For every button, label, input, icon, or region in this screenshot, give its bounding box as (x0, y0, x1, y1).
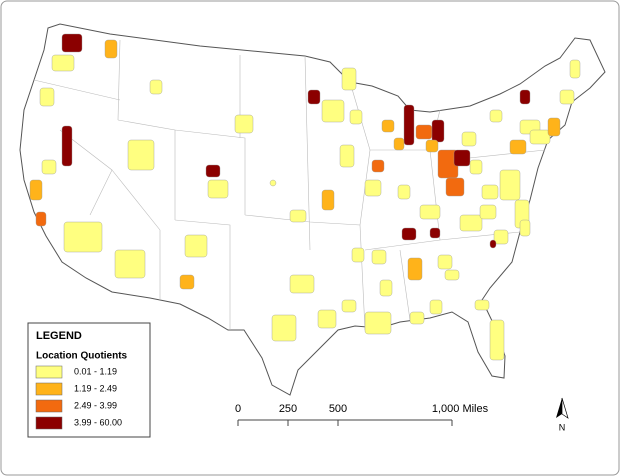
legend-swatch (35, 365, 63, 379)
scale-label: 250 (279, 403, 297, 415)
region (179, 274, 195, 290)
region (474, 299, 490, 311)
region (321, 189, 335, 211)
region (341, 299, 357, 313)
region (341, 67, 357, 91)
region (489, 319, 505, 361)
region (349, 109, 363, 125)
legend-label: 1.19 - 2.49 (74, 383, 117, 393)
region-layer (29, 33, 581, 361)
region (104, 39, 118, 59)
north-arrow: N (556, 397, 569, 432)
region (409, 311, 425, 325)
scale-bar: 0 250 500 1,000 Miles (235, 403, 489, 426)
region (234, 114, 254, 134)
region (317, 309, 337, 329)
region (479, 204, 497, 220)
us-outline (19, 23, 606, 396)
scale-label: 0 (235, 403, 241, 415)
legend-title: LEGEND (36, 330, 82, 342)
region (493, 229, 509, 245)
region (39, 87, 55, 107)
region (425, 139, 439, 153)
region (307, 89, 321, 105)
region (379, 279, 393, 297)
region (547, 117, 561, 137)
region (489, 239, 497, 249)
region (519, 89, 531, 105)
region (489, 109, 503, 123)
region (289, 274, 315, 294)
region (401, 227, 417, 241)
region (437, 254, 453, 270)
region (429, 299, 443, 315)
region (445, 177, 465, 197)
region (205, 164, 221, 178)
region (371, 159, 385, 173)
arrow-half (556, 398, 562, 418)
region (351, 247, 365, 263)
region (403, 104, 415, 146)
legend: LEGEND Location Quotients 0.01 - 1.19 1.1… (27, 322, 151, 438)
legend-label: 3.99 - 60.00 (74, 417, 122, 427)
region (289, 209, 307, 223)
region (569, 59, 581, 79)
state-lines (33, 39, 546, 331)
region (63, 221, 103, 253)
region (469, 159, 483, 175)
region (51, 54, 75, 72)
legend-swatch (35, 382, 63, 396)
region (415, 124, 433, 140)
region (444, 269, 460, 281)
legend-swatch (35, 399, 63, 413)
region (559, 89, 575, 105)
region (453, 149, 471, 167)
region (364, 311, 392, 335)
region (61, 33, 83, 53)
region (41, 159, 57, 175)
region (499, 169, 521, 201)
region (61, 125, 73, 167)
region (184, 234, 208, 258)
region (431, 119, 445, 143)
region (29, 179, 43, 201)
region (519, 219, 531, 237)
legend-label: 0.01 - 1.19 (74, 366, 117, 376)
region (339, 144, 355, 168)
legend-subtitle: Location Quotients (36, 351, 128, 362)
north-label: N (559, 422, 566, 432)
scale-label: 500 (329, 403, 347, 415)
region (114, 249, 146, 279)
region (381, 119, 395, 133)
region (371, 249, 387, 265)
region (509, 139, 527, 155)
region (149, 79, 163, 95)
region (35, 211, 47, 227)
region (407, 257, 423, 281)
legend-swatch (35, 416, 63, 430)
region (207, 179, 229, 199)
region (271, 314, 297, 342)
region (429, 227, 441, 239)
region (364, 179, 382, 197)
region (459, 214, 483, 232)
region (127, 139, 155, 171)
region (397, 184, 411, 200)
region (321, 99, 345, 123)
region (419, 204, 441, 220)
arrow-half (561, 397, 569, 419)
legend-label: 2.49 - 3.99 (74, 400, 117, 410)
region (461, 131, 477, 147)
region (393, 137, 405, 151)
region (529, 129, 551, 145)
legend-rows: 0.01 - 1.19 1.19 - 2.49 2.49 - 3.99 3.99 - … (35, 365, 122, 430)
region (481, 184, 499, 200)
scale-label: 1,000 Miles (432, 403, 489, 415)
region (269, 179, 277, 187)
